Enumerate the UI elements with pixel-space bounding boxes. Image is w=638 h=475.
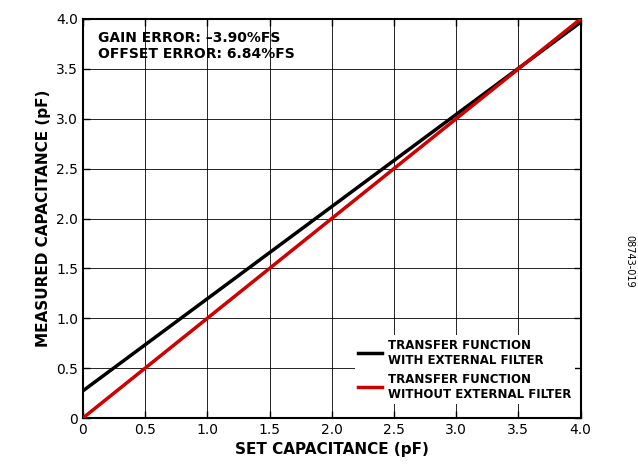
X-axis label: SET CAPACITANCE (pF): SET CAPACITANCE (pF): [235, 442, 429, 457]
Legend: TRANSFER FUNCTION
WITH EXTERNAL FILTER, TRANSFER FUNCTION
WITHOUT EXTERNAL FILTE: TRANSFER FUNCTION WITH EXTERNAL FILTER, …: [355, 335, 575, 404]
Text: GAIN ERROR: –3.90%FS
OFFSET ERROR: 6.84%FS: GAIN ERROR: –3.90%FS OFFSET ERROR: 6.84%…: [98, 31, 295, 61]
Text: 08743-019: 08743-019: [625, 235, 635, 287]
Y-axis label: MEASURED CAPACITANCE (pF): MEASURED CAPACITANCE (pF): [36, 90, 50, 347]
